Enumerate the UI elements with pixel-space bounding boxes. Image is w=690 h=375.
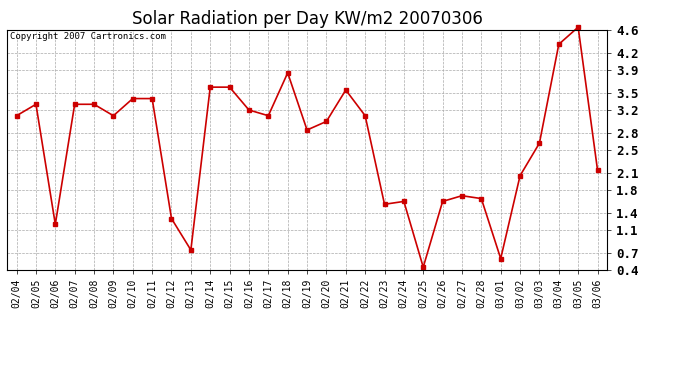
Text: Copyright 2007 Cartronics.com: Copyright 2007 Cartronics.com [10, 32, 166, 41]
Title: Solar Radiation per Day KW/m2 20070306: Solar Radiation per Day KW/m2 20070306 [132, 10, 482, 28]
